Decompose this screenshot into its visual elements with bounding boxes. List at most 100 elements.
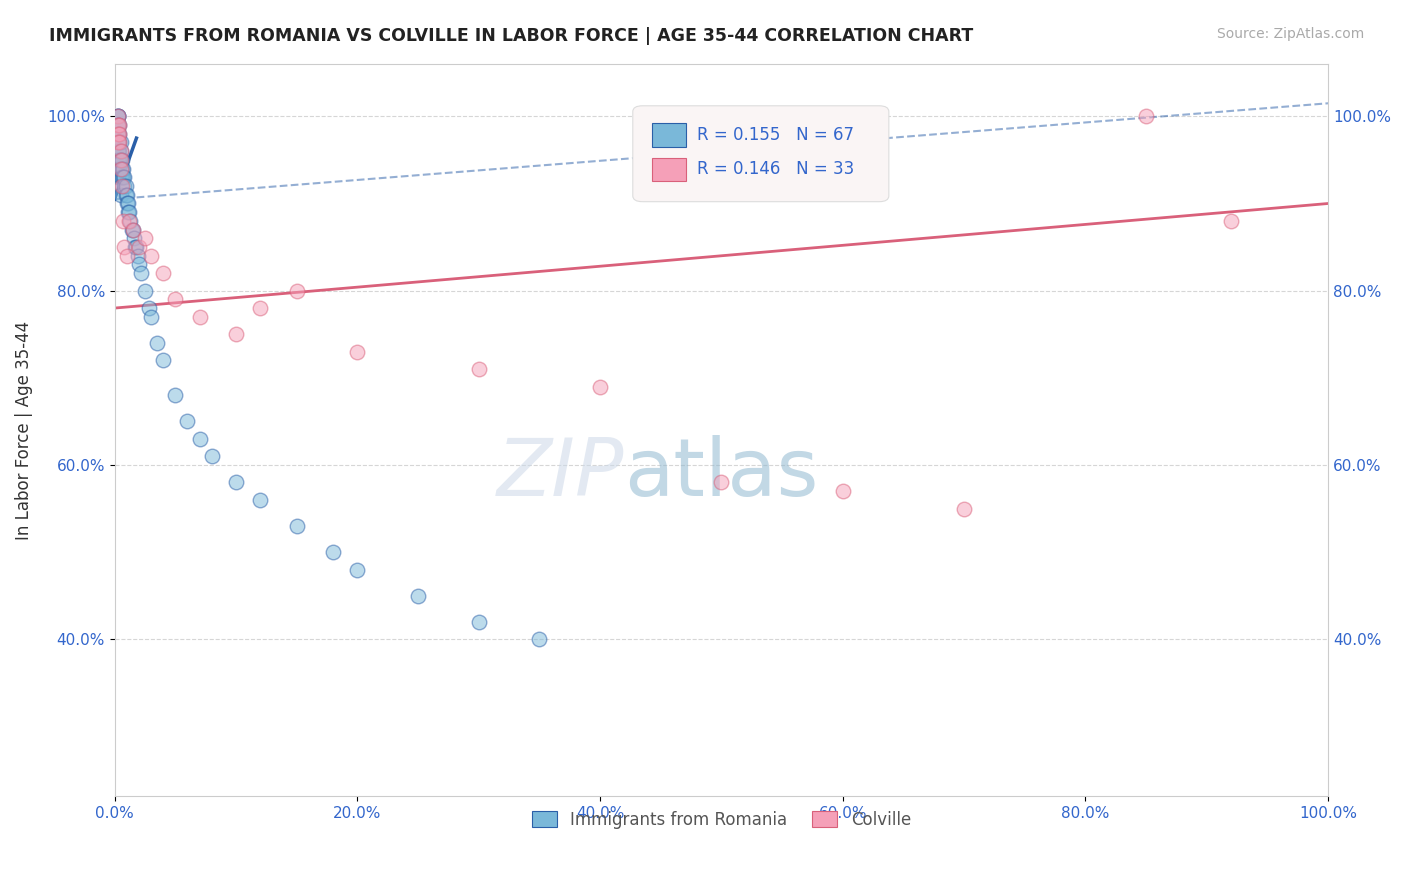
Point bbox=[107, 127, 129, 141]
Point bbox=[107, 136, 129, 150]
Point bbox=[120, 214, 142, 228]
Point bbox=[121, 222, 143, 236]
Point bbox=[285, 519, 308, 533]
Point bbox=[107, 170, 129, 185]
Point bbox=[112, 170, 135, 185]
Point bbox=[107, 136, 129, 150]
Point bbox=[108, 153, 131, 167]
Point bbox=[107, 118, 129, 132]
Point bbox=[1220, 214, 1243, 228]
Point bbox=[467, 362, 489, 376]
Point bbox=[953, 501, 976, 516]
Point bbox=[128, 258, 150, 272]
Point bbox=[346, 344, 368, 359]
Text: Source: ZipAtlas.com: Source: ZipAtlas.com bbox=[1216, 27, 1364, 41]
Text: ZIP: ZIP bbox=[496, 435, 624, 513]
Point bbox=[128, 240, 150, 254]
Point bbox=[111, 161, 134, 176]
Point bbox=[127, 249, 149, 263]
Point bbox=[121, 222, 143, 236]
Point bbox=[112, 214, 135, 228]
Point bbox=[110, 161, 132, 176]
Point bbox=[710, 475, 733, 490]
Point bbox=[124, 240, 146, 254]
Point bbox=[285, 284, 308, 298]
Point bbox=[139, 310, 162, 324]
Point bbox=[110, 179, 132, 194]
FancyBboxPatch shape bbox=[633, 106, 889, 202]
Point bbox=[107, 118, 129, 132]
Point bbox=[122, 231, 145, 245]
Point bbox=[107, 109, 129, 123]
Y-axis label: In Labor Force | Age 35-44: In Labor Force | Age 35-44 bbox=[15, 320, 32, 540]
Point bbox=[346, 562, 368, 576]
Point bbox=[125, 240, 148, 254]
Point bbox=[131, 266, 153, 280]
Point bbox=[165, 293, 187, 307]
Point bbox=[139, 249, 162, 263]
Point bbox=[152, 353, 174, 368]
Point bbox=[110, 187, 132, 202]
Point bbox=[831, 484, 853, 499]
Point bbox=[467, 615, 489, 629]
Text: atlas: atlas bbox=[624, 435, 818, 513]
Point bbox=[114, 187, 136, 202]
Point bbox=[118, 214, 141, 228]
Point bbox=[249, 492, 271, 507]
Point bbox=[107, 118, 129, 132]
Point bbox=[108, 145, 131, 159]
Point bbox=[107, 153, 129, 167]
Point bbox=[108, 118, 131, 132]
Point bbox=[188, 432, 211, 446]
Point bbox=[589, 379, 612, 393]
Point bbox=[107, 136, 129, 150]
Point bbox=[117, 196, 139, 211]
Point bbox=[107, 109, 129, 123]
Point bbox=[110, 170, 132, 185]
Point bbox=[1135, 109, 1157, 123]
Point bbox=[176, 414, 198, 428]
Point bbox=[111, 170, 134, 185]
Point bbox=[110, 136, 132, 150]
Text: R = 0.146   N = 33: R = 0.146 N = 33 bbox=[697, 161, 855, 178]
Point bbox=[529, 632, 551, 647]
Point bbox=[108, 127, 131, 141]
Point bbox=[146, 335, 169, 350]
Point bbox=[107, 127, 129, 141]
Point bbox=[108, 161, 131, 176]
Point bbox=[225, 475, 247, 490]
Point bbox=[406, 589, 429, 603]
Point bbox=[112, 240, 135, 254]
Point bbox=[110, 145, 132, 159]
Point bbox=[188, 310, 211, 324]
Point bbox=[165, 388, 187, 402]
Point bbox=[201, 449, 224, 463]
Point bbox=[108, 118, 131, 132]
Point bbox=[112, 179, 135, 194]
Point bbox=[108, 136, 131, 150]
Point bbox=[112, 161, 135, 176]
Legend: Immigrants from Romania, Colville: Immigrants from Romania, Colville bbox=[526, 804, 918, 835]
Point bbox=[111, 179, 134, 194]
FancyBboxPatch shape bbox=[652, 158, 686, 181]
Point bbox=[107, 145, 129, 159]
Point bbox=[115, 187, 138, 202]
Point bbox=[152, 266, 174, 280]
Point bbox=[108, 127, 131, 141]
Point bbox=[249, 301, 271, 315]
Point bbox=[115, 196, 138, 211]
Point bbox=[107, 161, 129, 176]
Point bbox=[111, 153, 134, 167]
Point bbox=[138, 301, 160, 315]
Point bbox=[110, 161, 132, 176]
Point bbox=[134, 284, 156, 298]
Point bbox=[225, 327, 247, 342]
Point bbox=[110, 153, 132, 167]
Point bbox=[117, 205, 139, 219]
Point bbox=[107, 109, 129, 123]
Point bbox=[110, 145, 132, 159]
FancyBboxPatch shape bbox=[652, 123, 686, 147]
Text: R = 0.155   N = 67: R = 0.155 N = 67 bbox=[697, 126, 853, 145]
Point bbox=[114, 179, 136, 194]
Point bbox=[134, 231, 156, 245]
